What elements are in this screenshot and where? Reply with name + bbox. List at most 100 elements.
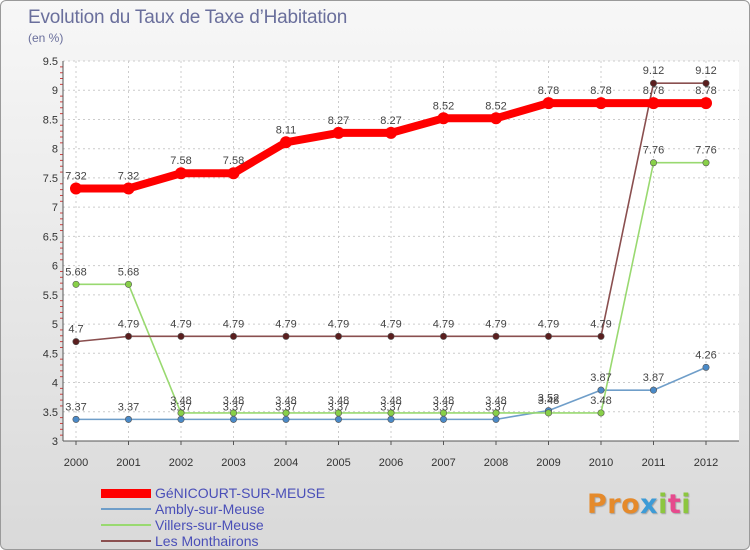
data-label-villers: 3.48 [328, 395, 349, 407]
data-label-genicourt: 8.78 [643, 85, 664, 97]
x-tick-label: 2007 [431, 457, 455, 469]
data-label-genicourt: 8.11 [276, 124, 297, 136]
x-tick-label: 2005 [326, 457, 350, 469]
data-label-monthairons: 4.79 [223, 318, 244, 330]
data-point-ambly [334, 415, 342, 423]
y-tick-label: 7 [52, 202, 58, 214]
data-label-villers: 3.48 [538, 395, 559, 407]
data-point-ambly [72, 415, 80, 423]
data-label-monthairons: 9.12 [695, 65, 716, 77]
data-label-ambly: 4.26 [695, 349, 716, 361]
data-label-ambly: 3.37 [485, 401, 506, 413]
data-label-genicourt: 8.52 [433, 100, 454, 112]
data-point-genicourt [595, 97, 607, 110]
data-point-villers [702, 159, 710, 167]
y-tick-label: 5 [52, 319, 58, 331]
x-tick-label: 2002 [169, 457, 193, 469]
legend-label-ambly: Ambly-sur-Meuse [155, 501, 265, 517]
data-point-genicourt [385, 126, 397, 139]
data-label-monthairons: 9.12 [643, 65, 664, 77]
data-point-ambly [439, 415, 447, 423]
data-point-genicourt [175, 167, 187, 180]
data-point-villers [282, 409, 290, 417]
data-point-villers [649, 159, 657, 167]
data-label-monthairons: 4.79 [275, 318, 296, 330]
data-label-ambly: 3.37 [65, 401, 86, 413]
data-point-villers [439, 409, 447, 417]
legend-label-villers: Villers-sur-Meuse [155, 517, 264, 533]
data-point-monthairons [544, 332, 552, 340]
legend-swatch-villers [101, 524, 151, 526]
data-point-ambly [177, 415, 185, 423]
legend-label-monthairons: Les Monthairons [155, 533, 259, 549]
data-point-monthairons [177, 332, 185, 340]
data-label-monthairons: 4.79 [170, 318, 191, 330]
data-point-villers [125, 280, 133, 288]
data-point-genicourt [332, 126, 345, 139]
data-label-monthairons: 4.79 [590, 318, 611, 330]
data-point-villers [177, 409, 185, 417]
data-label-monthairons: 4.7 [68, 324, 83, 336]
data-label-ambly: 3.37 [275, 401, 296, 413]
data-point-villers [597, 409, 605, 417]
data-point-monthairons [387, 332, 395, 340]
data-label-ambly: 3.37 [380, 401, 401, 413]
data-label-monthairons: 4.79 [538, 318, 559, 330]
x-tick-label: 2008 [484, 457, 508, 469]
data-label-genicourt: 8.27 [380, 115, 401, 127]
data-label-villers: 3.48 [433, 395, 454, 407]
data-label-monthairons: 4.79 [485, 318, 506, 330]
data-label-genicourt: 8.52 [485, 100, 506, 112]
data-point-villers [72, 280, 80, 288]
data-label-genicourt: 8.27 [328, 115, 349, 127]
data-point-villers [334, 409, 342, 417]
data-point-ambly [230, 415, 238, 423]
data-point-genicourt [647, 97, 660, 110]
logo-part-x: x [640, 489, 659, 520]
data-point-monthairons [230, 332, 238, 340]
proxiti-logo: Proxiti [587, 489, 691, 520]
data-point-ambly [492, 415, 500, 423]
logo-part-pro: Pro [587, 489, 641, 520]
data-point-ambly [387, 415, 395, 423]
data-label-ambly: 3.37 [170, 401, 191, 413]
data-point-genicourt [122, 182, 135, 195]
data-label-ambly: 3.87 [643, 372, 664, 384]
data-point-ambly [597, 386, 605, 394]
data-point-genicourt [70, 182, 82, 195]
data-label-monthairons: 4.79 [328, 318, 349, 330]
data-label-genicourt: 7.32 [118, 170, 139, 182]
data-point-monthairons [439, 332, 447, 340]
data-label-villers: 3.48 [485, 395, 506, 407]
x-tick-label: 2012 [694, 457, 718, 469]
x-tick-label: 2006 [379, 457, 403, 469]
x-tick-label: 2010 [589, 457, 613, 469]
data-label-villers: 3.48 [170, 395, 191, 407]
data-label-genicourt: 7.32 [65, 170, 86, 182]
legend-swatch-ambly [101, 508, 151, 510]
y-tick-label: 8.5 [43, 114, 58, 126]
plot-area [63, 61, 739, 441]
logo-part-t: t [667, 489, 682, 520]
x-tick-label: 2001 [116, 457, 140, 469]
data-label-villers: 3.48 [590, 395, 611, 407]
data-label-villers: 3.48 [380, 395, 401, 407]
data-label-ambly: 3.37 [223, 401, 244, 413]
data-point-genicourt [542, 97, 555, 110]
data-label-genicourt: 7.58 [223, 155, 244, 167]
data-point-ambly [702, 363, 710, 371]
data-point-villers [544, 409, 552, 417]
data-label-ambly: 3.37 [118, 401, 139, 413]
data-point-genicourt [280, 136, 292, 149]
data-point-monthairons [597, 332, 605, 340]
data-point-genicourt [490, 112, 502, 125]
data-label-monthairons: 4.79 [118, 318, 139, 330]
data-point-monthairons [649, 79, 657, 87]
data-point-genicourt [700, 97, 712, 110]
data-label-ambly: 3.87 [590, 372, 611, 384]
y-tick-label: 9.5 [43, 56, 58, 68]
y-tick-label: 7.5 [43, 173, 58, 185]
legend-swatch-monthairons [101, 540, 151, 542]
